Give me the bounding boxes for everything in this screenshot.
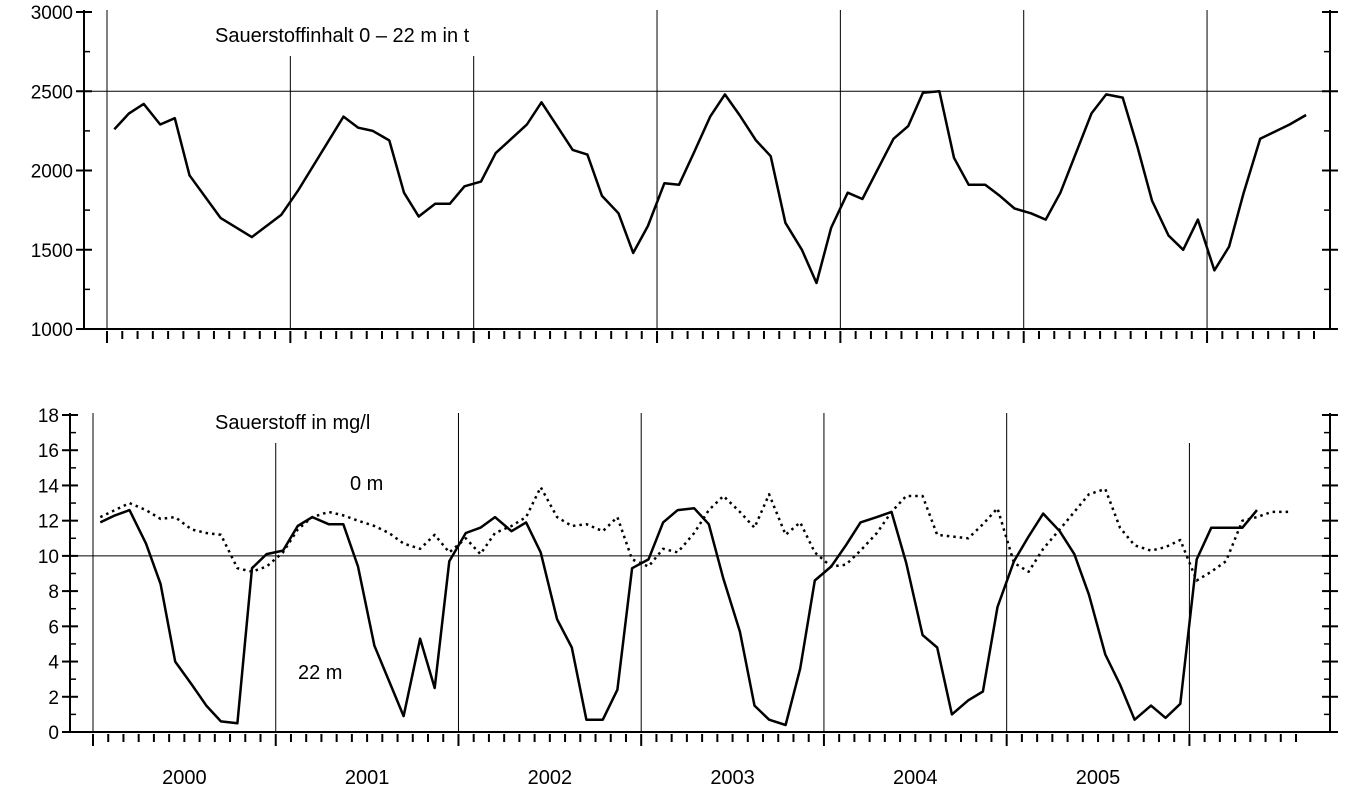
chart1-series-oxygen-content [113,90,1307,285]
chart2-y-tick-label: 12 [38,512,59,533]
year-label-2000: 2000 [162,767,207,788]
year-label-2002: 2002 [528,767,573,788]
chart1-y-tick-label: 2500 [31,82,73,103]
chart2-series-surface-0m [99,485,1289,582]
year-label-2004: 2004 [893,767,938,788]
chart2-title: Sauerstoff in mg/l [215,412,370,434]
chart2-y-tick-label: 16 [38,441,59,462]
chart1-y-tick-label: 2000 [31,162,73,183]
chart1-title: Sauerstoffinhalt 0 – 22 m in t [215,25,470,47]
chart1-y-tick-label: 3000 [31,3,73,24]
chart2-y-tick-label: 6 [48,617,59,638]
series-label-0m: 0 m [350,473,383,495]
chart2-series-depth-22m [99,507,1258,727]
chart2-y-tick-label: 2 [48,688,59,709]
chart2-y-tick-label: 18 [38,406,59,427]
chart2-y-tick-label: 10 [38,547,59,568]
chart2-y-tick-label: 4 [48,653,59,674]
chart2-y-tick-label: 14 [38,476,60,497]
year-label-2003: 2003 [710,767,755,788]
chart1-y-tick-label: 1500 [31,241,73,262]
year-label-2005: 2005 [1076,767,1121,788]
year-label-2001: 2001 [345,767,390,788]
oxygen-content-chart: Sauerstoffinhalt 0 – 22 m in t 1000 1500 2… [31,3,1338,343]
chart2-y-tick-label: 8 [48,582,59,603]
oxygen-concentration-chart: Sauerstoff in mg/l 0 m 22 m 0 2 4 6 8 10 12 14 1… [38,406,1338,788]
series-label-22m: 22 m [298,662,342,684]
chart2-y-tick-label: 0 [48,723,59,744]
chart1-y-tick-label: 1000 [31,320,73,341]
